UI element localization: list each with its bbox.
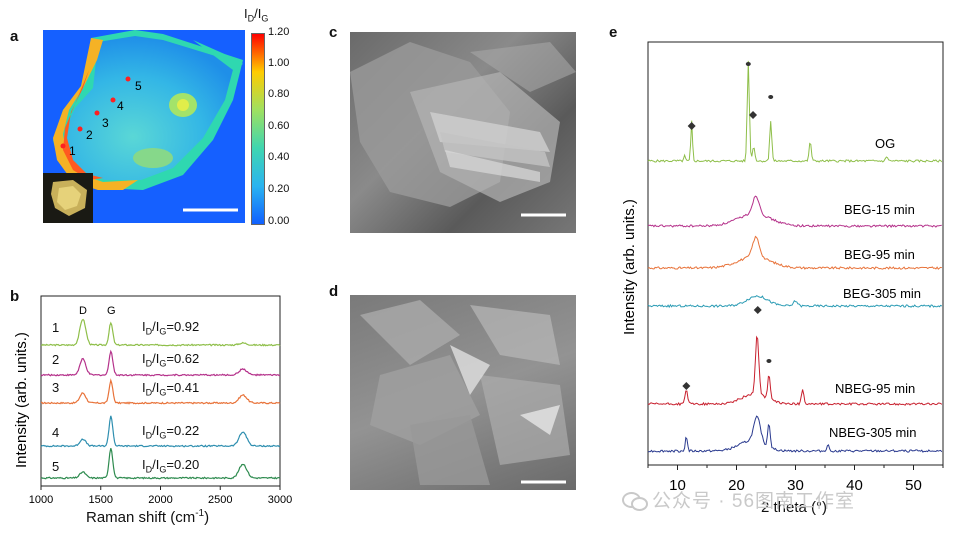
colorbar-ticks: 1.20 1.00 0.80 0.60 0.40 0.20 0.00 [268,26,308,230]
peak-marker-diamond [753,306,762,314]
panel-letter-c: c [329,24,338,41]
map-label-1: 1 [69,144,76,158]
xrd-xtick-label: 30 [787,477,804,494]
raman-xtick-label: 1500 [89,494,113,506]
xrd-curve-1 [647,195,942,229]
xrd-xlabel: 2 theta (°) [761,499,828,516]
spectrum-index-2: 2 [52,352,60,367]
peak-label-d: D [79,305,87,317]
peak-marker-dot [768,95,774,99]
raman-spectrum-3 [40,378,281,405]
curve-label-beg-95: BEG-95 min [844,247,915,262]
xrd-curve-4 [647,335,943,407]
peak-marker-diamond [687,122,696,130]
watermark: 公众号 · 56图南工作室 [622,486,855,513]
curve-label-og: OG [875,136,895,151]
xrd-xtick-label: 50 [905,477,922,494]
map-label-2: 2 [86,128,93,142]
peak-marker-diamond [682,382,691,390]
map-point-5 [125,76,131,82]
map-label-5: 5 [135,79,142,93]
xrd-chart: 10 20 30 40 50 OG BEG-15 min BEG-95 min BEG-… [647,41,944,494]
xrd-curve-2 [647,235,942,270]
colorbar [251,33,265,225]
raman-spectrum-1 [40,318,281,347]
xrd-xtick-label: 10 [669,477,686,494]
spectrum-index-1: 1 [52,320,60,335]
colorbar-tick: 0.00 [268,215,290,227]
raman-xlabel: Raman shift (cm-1) [86,508,210,526]
xrd-curve-3 [647,295,943,309]
raman-ylabel: Intensity (arb. units.) [4,300,34,470]
map-point-4 [110,97,116,103]
ratio-label-4: ID/IG=0.22 [142,423,200,441]
map-point-2 [77,126,83,132]
ratio-label-2: ID/IG=0.62 [142,351,200,369]
colorbar-tick: 1.20 [268,26,290,38]
xrd-ylabel: Intensity (arb. units.) [612,170,642,340]
curve-label-beg-15: BEG-15 min [844,202,915,217]
colorbar-tick: 0.40 [268,151,290,163]
panel-letter-e: e [609,24,618,41]
xrd-curve-5 [647,415,943,453]
panel-letter-d: d [329,283,339,300]
peak-label-g: G [107,305,116,317]
raman-map: 1 2 3 4 5 [43,30,245,223]
spectrum-index-4: 4 [52,425,60,440]
peak-marker-diamond [749,111,758,119]
map-point-3 [94,110,100,116]
peak-marker-dot [766,359,772,363]
xrd-xtick-label: 20 [728,477,745,494]
colorbar-title: ID/IG [244,6,269,24]
raman-xtick-label: 3000 [268,494,292,506]
xrd-curve-0 [647,60,943,163]
xrd-xtick-label: 40 [846,477,863,494]
spectrum-index-5: 5 [52,459,60,474]
raman-chart: 1000 1500 2000 2500 3000 D G [29,295,292,506]
peak-marker-dot [745,62,751,66]
raman-xtick-label: 2500 [208,494,232,506]
map-label-4: 4 [117,99,124,113]
ratio-label-5: ID/IG=0.20 [142,457,200,475]
raman-xtick-label: 2000 [148,494,172,506]
sem-image-d [350,295,576,490]
wechat-icon [622,490,648,511]
raman-spectrum-2 [40,349,280,377]
colorbar-tick: 0.20 [268,183,290,195]
map-label-3: 3 [102,116,109,130]
panel-letter-a: a [10,28,19,45]
panel-letter-b: b [10,288,20,305]
colorbar-tick: 0.80 [268,88,290,100]
curve-label-beg-305: BEG-305 min [843,286,921,301]
colorbar-tick: 0.60 [268,120,290,132]
raman-xtick-label: 1000 [29,494,53,506]
sem-image-c [350,32,576,233]
curve-label-nbeg-305: NBEG-305 min [829,425,916,440]
spectrum-index-3: 3 [52,380,60,395]
ratio-label-1: ID/IG=0.92 [142,319,200,337]
svg-text:Intensity (arb. units.): Intensity (arb. units.) [621,199,638,335]
curve-label-nbeg-95: NBEG-95 min [835,381,915,396]
svg-text:Intensity (arb. units.): Intensity (arb. units.) [13,332,30,468]
watermark-text: 公众号 · 56图南工作室 [652,491,856,512]
raman-spectrum-5 [40,448,281,480]
colorbar-tick: 1.00 [268,57,290,69]
ratio-label-3: ID/IG=0.41 [142,380,200,398]
raman-spectrum-4 [40,415,281,448]
map-point-1 [60,143,66,149]
